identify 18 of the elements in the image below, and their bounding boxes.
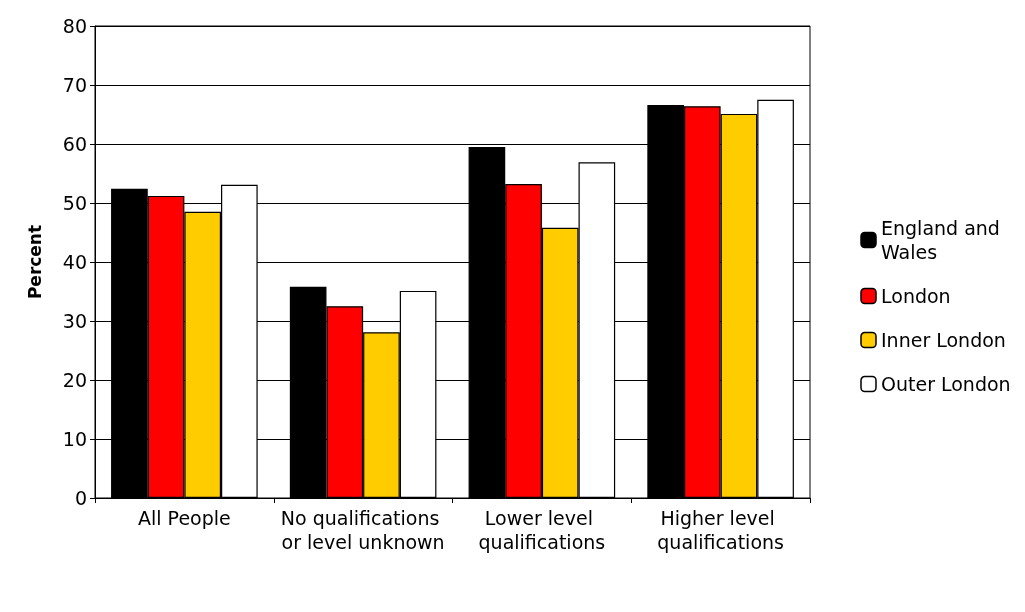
legend-label: Outer London bbox=[881, 373, 1011, 395]
legend-label: England and Wales bbox=[881, 217, 1006, 263]
legend-label: London bbox=[881, 285, 951, 307]
x-tick-label: No qualifications or level unknown bbox=[280, 507, 446, 553]
y-tick-label: 0 bbox=[74, 487, 87, 509]
y-tick-label: 10 bbox=[62, 428, 87, 450]
x-tick-label: All People bbox=[138, 507, 231, 529]
y-axis-title: Percent bbox=[24, 224, 45, 300]
y-tick-label: 60 bbox=[62, 133, 87, 155]
y-tick-label: 30 bbox=[62, 310, 87, 332]
y-tick-label: 80 bbox=[62, 15, 87, 37]
x-tick-label: Lower level qualifications bbox=[478, 507, 606, 553]
legend-label: Inner London bbox=[881, 329, 1006, 351]
y-tick-label: 20 bbox=[62, 369, 87, 391]
y-tick-label: 50 bbox=[62, 192, 87, 214]
y-tick-label: 70 bbox=[62, 74, 87, 96]
x-tick-label: Higher level qualifications bbox=[657, 507, 784, 553]
y-tick-label: 40 bbox=[62, 251, 87, 273]
